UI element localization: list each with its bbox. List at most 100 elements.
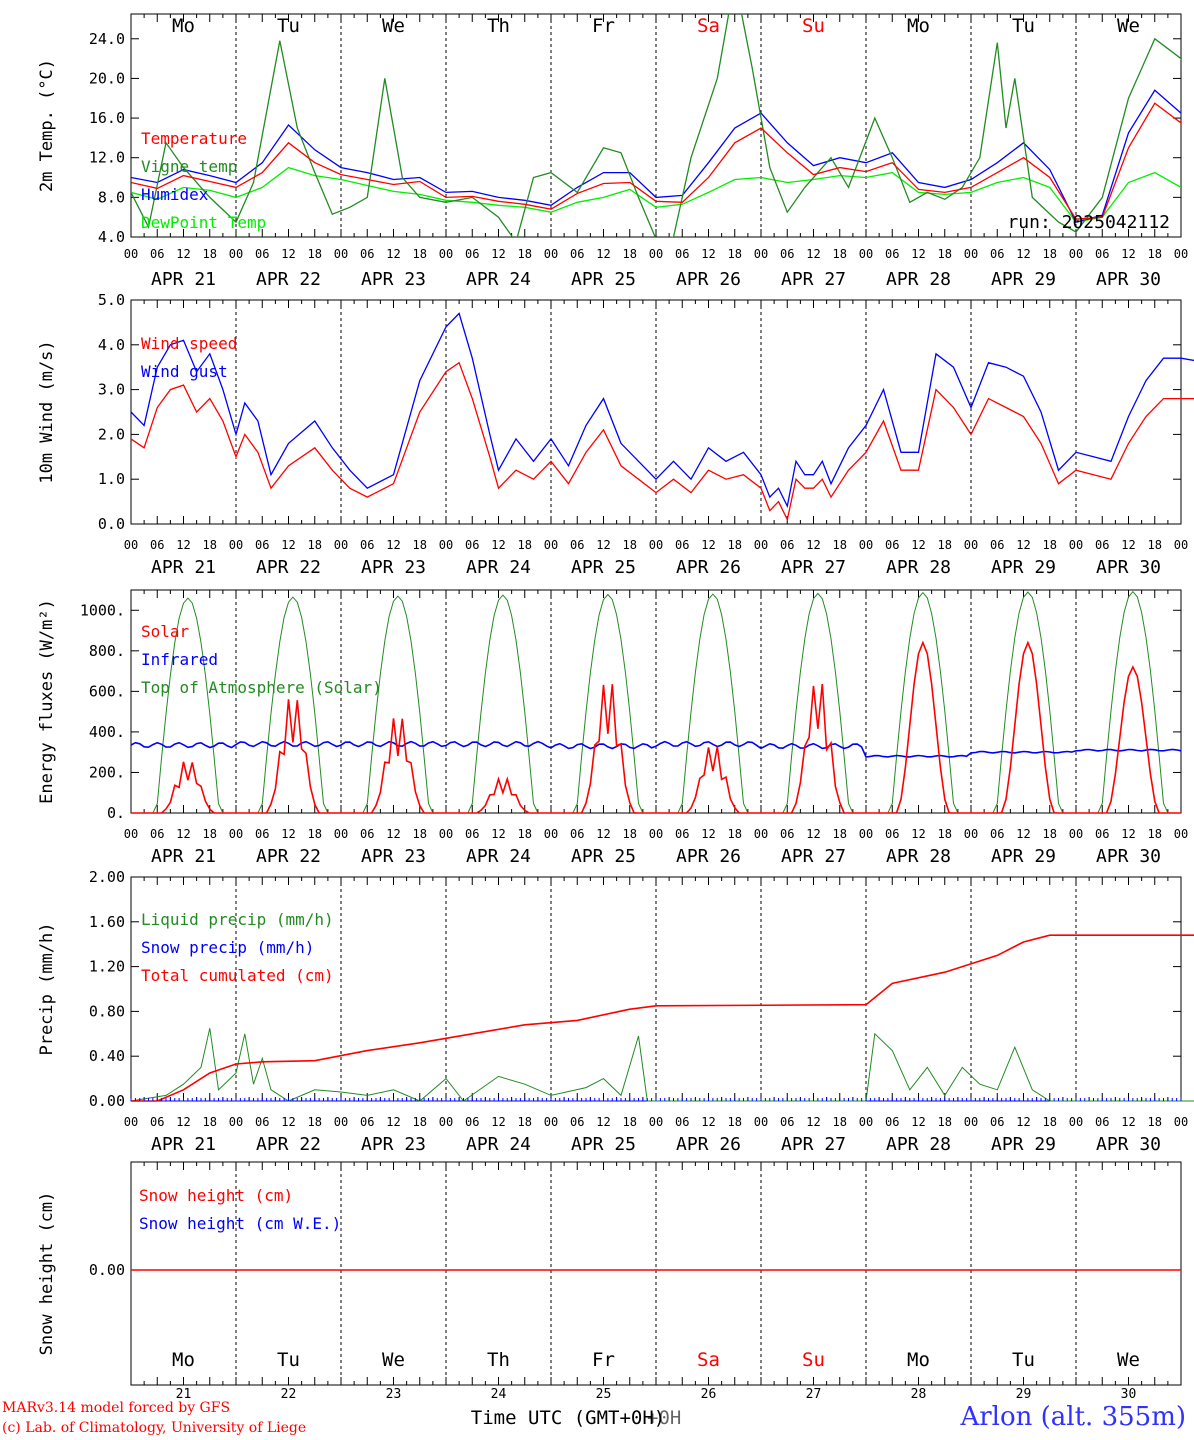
hour-tick-label: 12 — [911, 538, 925, 552]
date-label: APR 24 — [466, 1134, 531, 1155]
date-label: APR 21 — [151, 557, 216, 578]
hour-tick-label: 06 — [990, 538, 1004, 552]
hour-tick-label: 06 — [885, 247, 899, 261]
hour-tick-label: 18 — [728, 247, 742, 261]
hour-tick-label: 12 — [491, 247, 505, 261]
panel-temp: 00 06 12 18 00 06 12 18 00 06 12 18 00 06 12 18 00 06 12 18… — [37, 13, 1188, 290]
date-label: APR 27 — [781, 557, 846, 578]
hour-tick-label: 00 — [964, 1115, 978, 1129]
y-tick-label: 4.0 — [98, 336, 125, 354]
day-number: 26 — [701, 1387, 717, 1402]
hour-tick-label: 18 — [1148, 827, 1162, 841]
hour-tick-label: 18 — [308, 538, 322, 552]
hour-tick-label: 18 — [308, 247, 322, 261]
hour-tick-label: 00 — [439, 538, 453, 552]
date-label: APR 28 — [886, 557, 951, 578]
hour-tick-label: 18 — [1148, 1115, 1162, 1129]
date-label: APR 21 — [151, 1134, 216, 1155]
hour-tick-label: 18 — [518, 538, 532, 552]
hour-tick-label: 00 — [334, 538, 348, 552]
date-label: APR 21 — [151, 846, 216, 867]
hour-tick-label: 00 — [544, 247, 558, 261]
hour-tick-label: 12 — [176, 247, 190, 261]
hour-tick-label: 06 — [885, 538, 899, 552]
hour-tick-label: 18 — [413, 1115, 427, 1129]
hour-tick-label: 18 — [203, 827, 217, 841]
y-tick-label: 3.0 — [98, 381, 125, 399]
hour-tick-label: 18 — [938, 247, 952, 261]
date-label: APR 27 — [781, 269, 846, 290]
date-label: APR 28 — [886, 846, 951, 867]
hour-tick-label: 12 — [1121, 1115, 1135, 1129]
date-label: APR 29 — [991, 269, 1056, 290]
hour-tick-label: 12 — [701, 1115, 715, 1129]
hour-tick-label: 12 — [386, 247, 400, 261]
y-tick-label: 0.40 — [89, 1047, 125, 1065]
hour-tick-label: 18 — [728, 827, 742, 841]
hour-tick-label: 18 — [413, 827, 427, 841]
hour-tick-label: 12 — [596, 1115, 610, 1129]
hour-tick-label: 06 — [780, 827, 794, 841]
hour-tick-label: 00 — [1174, 538, 1188, 552]
y-tick-label: 5.0 — [98, 291, 125, 309]
temp-series — [131, 14, 1181, 237]
hour-tick-label: 18 — [1043, 538, 1057, 552]
y-tick-label: 0. — [107, 804, 125, 822]
series-wind-speed — [130, 361, 1194, 522]
date-label: APR 26 — [676, 846, 741, 867]
hour-tick-label: 06 — [465, 1115, 479, 1129]
hour-tick-label: 06 — [465, 247, 479, 261]
legend-entry: Top of Atmosphere (Solar) — [141, 678, 382, 697]
hour-tick-label: 06 — [360, 827, 374, 841]
date-label: APR 28 — [886, 1134, 951, 1155]
hour-tick-label: 06 — [150, 538, 164, 552]
hour-tick-label: 00 — [544, 538, 558, 552]
date-label: APR 24 — [466, 269, 531, 290]
hour-tick-label: 06 — [885, 827, 899, 841]
date-label: APR 23 — [361, 557, 426, 578]
hour-tick-label: 00 — [229, 827, 243, 841]
hour-tick-label: 18 — [1148, 247, 1162, 261]
panel-snow: Snow height (cm) 0.00 Snow height (cm) Snow… — [37, 1161, 1182, 1402]
hour-tick-label: 06 — [255, 827, 269, 841]
y-axis-title: Precip (mm/h) — [37, 922, 57, 1055]
hour-tick-label: 18 — [728, 1115, 742, 1129]
hour-tick-label: 00 — [229, 247, 243, 261]
hour-tick-label: 12 — [1016, 827, 1030, 841]
day-number: 24 — [491, 1387, 507, 1402]
weekday-label: Tu — [277, 15, 300, 37]
date-label: APR 25 — [571, 269, 636, 290]
legend-entry: Snow height (cm W.E.) — [139, 1214, 341, 1233]
hour-tick-label: 06 — [360, 538, 374, 552]
hour-tick-label: 06 — [780, 538, 794, 552]
weekday-label: We — [1117, 15, 1140, 37]
hour-tick-label: 06 — [570, 247, 584, 261]
x-axis-overlap: +0H — [647, 1407, 681, 1429]
date-label: APR 27 — [781, 1134, 846, 1155]
hour-tick-label: 12 — [701, 247, 715, 261]
legend-entry: Infrared — [141, 650, 218, 669]
hour-tick-label: 12 — [701, 538, 715, 552]
legend-entry: Wind speed — [141, 334, 237, 353]
series-total-cumulated — [131, 934, 1194, 1102]
hour-tick-label: 00 — [1174, 1115, 1188, 1129]
hour-tick-label: 06 — [885, 1115, 899, 1129]
hour-tick-label: 00 — [754, 247, 768, 261]
date-label: APR 29 — [991, 846, 1056, 867]
date-label: APR 27 — [781, 846, 846, 867]
weekday-label: We — [382, 1349, 405, 1371]
hour-tick-label: 06 — [1095, 1115, 1109, 1129]
hour-tick-label: 12 — [281, 247, 295, 261]
hour-tick-label: 18 — [623, 1115, 637, 1129]
date-label: APR 26 — [676, 1134, 741, 1155]
hour-tick-label: 00 — [859, 538, 873, 552]
hour-tick-label: 06 — [990, 827, 1004, 841]
date-label: APR 22 — [256, 846, 321, 867]
hour-tick-label: 06 — [360, 247, 374, 261]
hour-tick-label: 00 — [1069, 247, 1083, 261]
hour-tick-label: 00 — [124, 538, 138, 552]
date-label: APR 23 — [361, 846, 426, 867]
hour-tick-label: 18 — [203, 1115, 217, 1129]
hour-tick-label: 00 — [334, 1115, 348, 1129]
hour-tick-label: 06 — [990, 1115, 1004, 1129]
